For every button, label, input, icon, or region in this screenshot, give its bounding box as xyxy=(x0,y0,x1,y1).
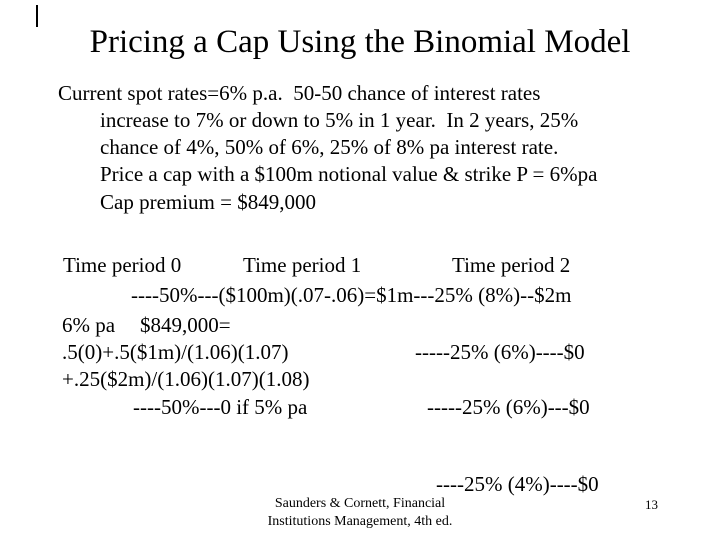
tree-rate-label: 6% pa xyxy=(62,313,116,337)
footer-citation-line-2: Institutions Management, 4th ed. xyxy=(267,514,453,529)
tree-premium-eq: $849,000= xyxy=(140,313,231,337)
stray-vertical-mark xyxy=(36,5,38,27)
paragraph-line-1: Current spot rates=6% p.a. 50-50 chance … xyxy=(58,81,541,105)
tree-down-branch: ----50%---0 if 5% pa xyxy=(133,395,308,419)
page-number: 13 xyxy=(645,497,658,512)
tree-header-period-0: Time period 0 xyxy=(63,253,182,277)
paragraph-line-4: Price a cap with a $100m notional value … xyxy=(100,162,598,186)
paragraph-line-2: increase to 7% or down to 5% in 1 year. … xyxy=(100,108,579,132)
paragraph-line-3: chance of 4%, 50% of 6%, 25% of 8% pa in… xyxy=(100,135,559,159)
footer-citation-line-1: Saunders & Cornett, Financial xyxy=(274,496,446,511)
tree-branch-25-6-b: -----25% (6%)---$0 xyxy=(427,395,590,419)
tree-header-period-2: Time period 2 xyxy=(452,253,571,277)
tree-formula-line-2: +.25($2m)/(1.06)(1.07)(1.08) xyxy=(62,367,310,391)
tree-header-period-1: Time period 1 xyxy=(243,253,362,277)
tree-branch-25-6-a: -----25% (6%)----$0 xyxy=(415,340,585,364)
tree-branch-25-4: ----25% (4%)----$0 xyxy=(436,472,599,496)
cap-premium-line: Cap premium = $849,000 xyxy=(100,190,316,214)
tree-formula-line-1: .5(0)+.5($1m)/(1.06)(1.07) xyxy=(62,340,289,364)
slide-title: Pricing a Cap Using the Binomial Model xyxy=(89,24,631,60)
tree-up-branch: ----50%---($100m)(.07-.06)=$1m---25% (8%… xyxy=(131,283,572,307)
